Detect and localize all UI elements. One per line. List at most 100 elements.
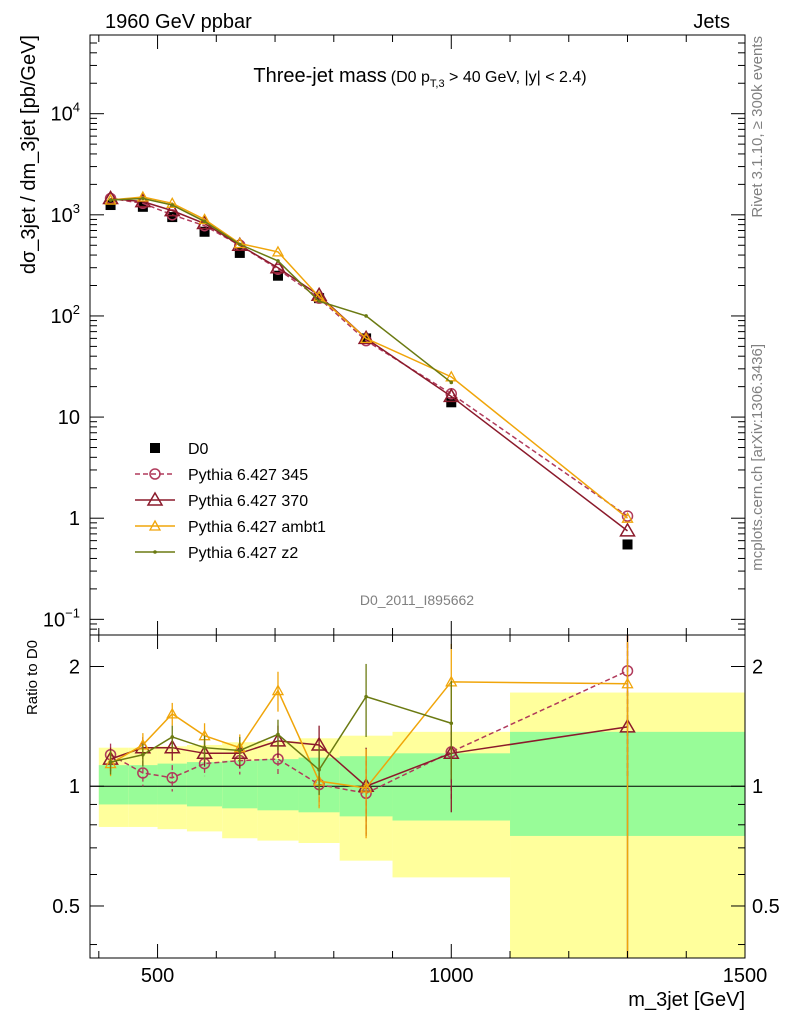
legend-label-pythia-6-427-370: Pythia 6.427 370 [188, 493, 308, 510]
ratio-point-pythia-6-427-z2-4 [237, 748, 242, 753]
point-pythia-6-427-z2-3 [202, 219, 207, 224]
chart-title: Three-jet mass (D0 pT,3 > 40 GeV, |y| < 2… [253, 65, 586, 90]
y-tick-label-1: 1 [69, 508, 80, 530]
header-right: Jets [693, 11, 730, 33]
ratio-point-pythia-6-427-z2-2 [170, 735, 175, 739]
point-d0-4 [234, 247, 245, 258]
chart-title-detail-prefix: (D0 p [391, 69, 430, 86]
point-pythia-6-427-ambt1-7 [359, 332, 373, 344]
ratio-point-pythia-6-427-z2-8 [449, 721, 454, 726]
x-tick-label-500: 500 [141, 965, 174, 987]
ratio-inner-band-5 [257, 759, 299, 811]
ratio-y-axis-label: Ratio to D0 [24, 640, 41, 715]
ratio-series-pythia-6-427-z2 [108, 663, 454, 796]
point-pythia-6-427-370-8 [442, 387, 460, 403]
main-panel [102, 190, 636, 550]
ratio-line-pythia-6-427-ambt1 [110, 681, 628, 789]
point-d0-5 [272, 270, 283, 281]
ratio-line-pythia-6-427-370 [110, 726, 628, 788]
point-pythia-6-427-370-2 [163, 202, 181, 217]
point-pythia-6-427-z2-4 [237, 242, 242, 247]
ratio-point-pythia-6-427-z2-6 [317, 767, 321, 772]
legend-marker-d0 [150, 443, 160, 453]
ratio-point-pythia-6-427-345-2 [166, 772, 178, 784]
ratio-y-tick-label-right-1: 1 [752, 776, 763, 798]
series-pythia-6-427-z2 [108, 196, 454, 385]
y-axis-label: dσ_3jet / dm_3jet [pb/GeV] [18, 35, 40, 274]
legend-marker-pythia-6-427-ambt1 [148, 519, 162, 531]
point-pythia-6-427-z2-5 [276, 259, 280, 263]
point-pythia-6-427-ambt1-1 [136, 190, 149, 202]
legend-label-d0: D0 [188, 441, 209, 458]
series-pythia-6-427-345 [104, 192, 634, 522]
axes: 500 1000 1500 10−1 1 10 102 103 104 0.5 0.5 1 1 2 2 [43, 34, 780, 987]
series-pythia-6-427-370 [102, 190, 636, 537]
point-pythia-6-427-370-7 [357, 329, 375, 345]
ratio-line-pythia-6-427-345 [110, 670, 628, 795]
ratio-panel [102, 635, 636, 958]
point-pythia-6-427-z2-8 [449, 380, 454, 385]
ratio-point-pythia-6-427-345-1 [137, 767, 149, 779]
legend: D0 Pythia 6.427 345 Pythia 6.427 370 Pythia… [135, 441, 326, 562]
point-d0-0 [105, 200, 116, 211]
ratio-frame [89, 634, 746, 959]
ratio-point-pythia-6-427-z2-7 [364, 694, 368, 699]
x-tick-label-1000: 1000 [429, 965, 474, 987]
chart-title-main: Three-jet mass [253, 65, 386, 87]
ratio-point-pythia-6-427-z2-3 [202, 745, 207, 750]
ratio-y-tick-label-2: 2 [69, 656, 80, 678]
point-d0-3 [199, 226, 210, 237]
point-d0-8 [446, 397, 457, 408]
legend-label-pythia-6-427-ambt1: Pythia 6.427 ambt1 [188, 519, 326, 536]
legend-label-pythia-6-427-345: Pythia 6.427 345 [188, 467, 308, 484]
series-pythia-6-427-ambt1 [104, 190, 634, 523]
point-pythia-6-427-z2-0 [108, 198, 113, 202]
point-pythia-6-427-ambt1-3 [198, 213, 211, 225]
point-d0-9 [622, 539, 633, 550]
ratio-point-pythia-6-427-ambt1-7 [359, 781, 373, 793]
point-pythia-6-427-370-9 [619, 522, 636, 537]
point-pythia-6-427-345-9 [621, 510, 634, 522]
ratio-point-pythia-6-427-ambt1-9 [621, 677, 634, 689]
point-pythia-6-427-z2-7 [364, 314, 368, 318]
legend-marker-pythia-6-427-345 [149, 468, 161, 480]
legend-label-pythia-6-427-z2: Pythia 6.427 z2 [188, 545, 298, 562]
y-tick-label-0.1: 10−1 [43, 605, 80, 631]
y-tick-label-10: 10 [58, 407, 80, 429]
point-pythia-6-427-345-2 [166, 209, 178, 221]
point-pythia-6-427-ambt1-9 [621, 511, 634, 523]
series-line-pythia-6-427-z2 [110, 197, 452, 384]
series-line-pythia-6-427-370 [110, 197, 628, 532]
ratio-y-tick-label-1: 1 [69, 776, 80, 798]
point-d0-2 [167, 212, 178, 223]
ratio-inner-band-0 [98, 765, 129, 805]
ratio-point-pythia-6-427-z2-0 [108, 760, 113, 764]
chart-title-detail-suffix: > 40 GeV, |y| < 2.4) [445, 69, 587, 86]
point-pythia-6-427-ambt1-2 [166, 196, 179, 208]
side-label-bottom: mcplots.cern.ch [arXiv:1306.3436] [749, 344, 766, 571]
ratio-point-pythia-6-427-ambt1-5 [271, 684, 285, 696]
header-left: 1960 GeV ppbar [105, 11, 252, 33]
ratio-point-pythia-6-427-ambt1-2 [166, 707, 179, 719]
legend-marker-pythia-6-427-z2 [153, 550, 157, 554]
series-line-pythia-6-427-ambt1 [110, 196, 628, 519]
y-tick-label-10000: 104 [51, 100, 80, 126]
point-pythia-6-427-ambt1-5 [271, 245, 285, 257]
ratio-point-pythia-6-427-z2-1 [141, 752, 145, 757]
point-pythia-6-427-z2-1 [141, 196, 145, 201]
side-label-top: Rivet 3.1.10, ≥ 300k events [749, 36, 766, 218]
y-tick-label-1000: 103 [51, 201, 80, 227]
ratio-y-tick-label-right-0.5: 0.5 [752, 896, 780, 918]
point-pythia-6-427-z2-2 [170, 203, 175, 207]
x-tick-label-1500: 1500 [723, 965, 768, 987]
x-axis-label: m_3jet [GeV] [628, 989, 745, 1011]
legend-marker-pythia-6-427-370 [146, 491, 164, 506]
y-tick-label-100: 102 [51, 302, 80, 328]
ratio-y-tick-label-right-2: 2 [752, 656, 763, 678]
ratio-uncertainty-bands [90, 692, 745, 958]
ratio-point-pythia-6-427-370-2 [163, 739, 181, 754]
chart-title-detail-sub: T,3 [430, 78, 445, 90]
point-pythia-6-427-z2-6 [317, 299, 321, 303]
ratio-point-pythia-6-427-z2-5 [276, 732, 280, 737]
